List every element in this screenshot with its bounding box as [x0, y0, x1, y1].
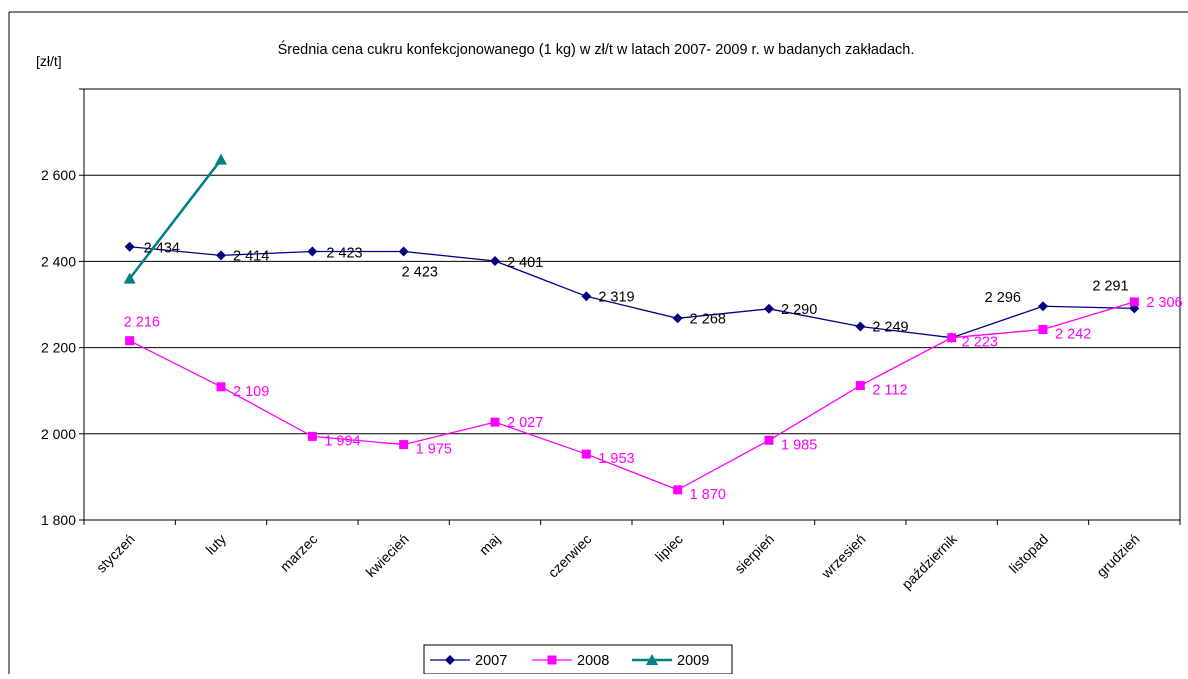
series-line-2007 [129, 246, 1135, 339]
data-point-square [399, 440, 409, 450]
data-label-2008: 2 242 [1055, 326, 1091, 342]
data-label-2007: 2 434 [144, 241, 180, 257]
data-label-2008: 1 985 [781, 437, 817, 453]
data-point-square [764, 435, 774, 445]
data-point-diamond [124, 241, 135, 252]
x-tick-label: kwiecień [363, 531, 412, 580]
data-label-2008: 2 112 [872, 383, 907, 399]
data-label-2008: 1 994 [324, 433, 360, 449]
data-label-2008: 2 027 [507, 415, 543, 431]
x-tick-label: marzec [277, 531, 321, 575]
x-tick-label: listopad [1006, 531, 1051, 576]
series-line-2008 [129, 301, 1135, 491]
x-tick-label: styczeń [93, 531, 138, 576]
data-point-triangle [215, 153, 227, 165]
x-tick-label: lipiec [652, 531, 686, 565]
series-line-2009 [128, 158, 222, 280]
legend-label-2009: 2009 [677, 653, 709, 669]
x-tick-label: grudzień [1093, 531, 1142, 580]
data-point-square [855, 381, 865, 391]
data-point-square [216, 382, 226, 392]
data-point-diamond [398, 246, 409, 257]
data-labels-layer: 2 434 2 414 2 423 2 423 2 401 2 319 2 268 2 290… [124, 241, 1183, 503]
data-point-diamond [764, 303, 774, 314]
x-tick-label: październik [898, 530, 960, 592]
data-point-diamond [672, 313, 683, 324]
data-label-2007: 2 290 [781, 302, 817, 318]
data-label-2007: 2 268 [690, 311, 726, 327]
y-tick-label: 2 600 [41, 167, 76, 183]
data-point-square [673, 485, 683, 495]
y-tick-label: 2 200 [41, 340, 76, 356]
data-label-2007: 2 291 [1092, 278, 1128, 294]
y-axis-label: [zł/t] [36, 53, 62, 69]
series-layer [123, 153, 1140, 495]
data-point-diamond [216, 250, 226, 261]
plot-area [83, 88, 1181, 521]
data-label-2007: 2 296 [985, 290, 1021, 306]
data-point-square [125, 336, 135, 346]
data-label-2008: 1 975 [416, 442, 452, 458]
data-label-2008: 1 870 [690, 487, 726, 503]
x-tick-label: sierpień [731, 531, 777, 577]
data-label-2008: 2 109 [233, 384, 269, 400]
legend-label-2007: 2007 [475, 653, 507, 669]
data-point-diamond [445, 655, 455, 665]
data-label-2008: 2 216 [124, 315, 160, 331]
data-label-2007: 2 414 [233, 248, 269, 264]
data-label-2008: 2 306 [1146, 295, 1182, 311]
y-tick-label: 1 800 [41, 512, 76, 528]
data-point-square [307, 431, 317, 441]
data-point-diamond [855, 321, 866, 332]
data-label-2008: 1 953 [598, 451, 634, 467]
data-point-square [581, 449, 591, 459]
chart-title: Średnia cena cukru konfekcjonowanego (1 … [278, 40, 915, 58]
data-label-2007: 2 423 [326, 245, 362, 261]
legend: 2007 2008 2009 [423, 644, 733, 675]
x-tick-label: maj [476, 531, 503, 558]
gridlines [84, 174, 1180, 435]
x-tick-label: czerwiec [545, 531, 595, 581]
data-point-diamond [581, 291, 592, 302]
data-point-square [947, 333, 957, 343]
data-point-diamond [307, 246, 318, 257]
data-label-2007: 2 423 [402, 264, 438, 280]
y-tick-label: 2 400 [41, 253, 76, 269]
data-label-2008: 2 223 [962, 335, 998, 351]
legend-box [423, 644, 733, 675]
data-point-square [1038, 324, 1048, 334]
x-tick-label: wrzesień [817, 531, 868, 582]
data-label-2007: 2 319 [598, 289, 634, 305]
y-tick-label: 2 000 [41, 426, 76, 442]
data-point-diamond [1038, 301, 1048, 312]
legend-label-2008: 2008 [577, 653, 609, 669]
x-tick-label: luty [202, 531, 229, 558]
data-label-2007: 2 249 [872, 319, 908, 335]
data-point-triangle [123, 272, 136, 284]
data-point-square [490, 417, 500, 427]
data-label-2007: 2 401 [507, 255, 543, 271]
data-point-triangle [646, 654, 658, 665]
data-point-square [1129, 297, 1139, 307]
data-point-square [547, 655, 557, 665]
data-point-diamond [490, 255, 500, 266]
